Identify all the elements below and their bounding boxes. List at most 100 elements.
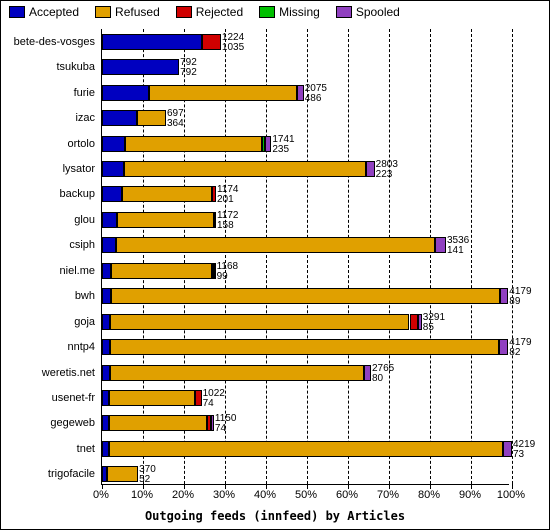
- legend-swatch: [9, 6, 25, 18]
- bar-segment-spooled: [418, 314, 422, 330]
- bar-segment-spooled: [364, 365, 371, 381]
- y-axis-label: tsukuba: [0, 61, 95, 73]
- bar-row: [102, 466, 509, 482]
- legend-item-accepted: Accepted: [9, 5, 79, 19]
- bar-segment-refused: [109, 390, 195, 406]
- x-tick-label: 50%: [295, 489, 317, 501]
- y-axis-label: csiph: [0, 239, 95, 251]
- x-tick-label: 100%: [497, 489, 525, 501]
- y-axis-label: lysator: [0, 163, 95, 175]
- bar-segment-spooled: [265, 136, 271, 152]
- value-label-top: 2765: [372, 364, 394, 374]
- x-tick-label: 30%: [213, 489, 235, 501]
- bar-segment-refused: [117, 212, 213, 228]
- y-axis-label: backup: [0, 188, 95, 200]
- legend-label: Refused: [115, 5, 160, 19]
- x-tick-label: 0%: [93, 489, 109, 501]
- value-label-bottom: 223: [376, 170, 393, 180]
- bar-segment-accepted: [102, 212, 117, 228]
- bar-row: [102, 415, 509, 431]
- x-tick-label: 60%: [336, 489, 358, 501]
- bar-segment-accepted: [102, 339, 110, 355]
- legend-item-rejected: Rejected: [176, 5, 243, 19]
- bar-segment-spooled: [366, 161, 375, 177]
- bar-segment-accepted: [102, 237, 116, 253]
- bar-segment-spooled: [214, 212, 216, 228]
- y-axis-label: trigofacile: [0, 468, 95, 480]
- legend-label: Accepted: [29, 5, 79, 19]
- x-tick-label: 80%: [418, 489, 440, 501]
- legend-swatch: [259, 6, 275, 18]
- bar-segment-refused: [116, 237, 436, 253]
- value-label-bottom: 89: [509, 297, 520, 307]
- y-axis-label: tnet: [0, 443, 95, 455]
- bar-segment-refused: [111, 263, 211, 279]
- bar-segment-accepted: [102, 34, 202, 50]
- y-axis-label: niel.me: [0, 265, 95, 277]
- value-label-bottom: 792: [180, 68, 197, 78]
- bar-segment-accepted: [102, 441, 109, 457]
- bar-segment-rejected: [410, 314, 418, 330]
- bar-segment-accepted: [102, 314, 110, 330]
- bar-segment-accepted: [102, 161, 124, 177]
- bar-segment-refused: [110, 365, 364, 381]
- legend: Accepted Refused Rejected Missing Spooled: [1, 1, 549, 23]
- bar-segment-refused: [124, 161, 366, 177]
- bar-segment-accepted: [102, 110, 137, 126]
- value-label-bottom: 486: [305, 94, 322, 104]
- bar-segment-accepted: [102, 365, 110, 381]
- value-label-top: 1741: [272, 135, 294, 145]
- y-axis-label: furie: [0, 87, 95, 99]
- legend-swatch: [176, 6, 192, 18]
- bar-segment-accepted: [102, 85, 149, 101]
- legend-label: Missing: [279, 5, 320, 19]
- y-axis-label: goja: [0, 316, 95, 328]
- bar-segment-accepted: [102, 136, 125, 152]
- bar-segment-accepted: [102, 186, 122, 202]
- bar-row: [102, 59, 509, 75]
- bar-segment-spooled: [211, 415, 214, 431]
- y-axis-label: weretis.net: [0, 367, 95, 379]
- value-label-bottom: 85: [423, 323, 434, 333]
- bar-segment-spooled: [435, 237, 446, 253]
- bar-segment-refused: [111, 288, 501, 304]
- bar-segment-refused: [149, 85, 297, 101]
- bar-row: [102, 263, 509, 279]
- x-tick-label: 90%: [459, 489, 481, 501]
- bar-segment-refused: [125, 136, 262, 152]
- bar-segment-rejected: [195, 390, 201, 406]
- bar-segment-accepted: [102, 415, 109, 431]
- bar-segment-refused: [110, 314, 409, 330]
- legend-item-missing: Missing: [259, 5, 320, 19]
- x-tick-label: 70%: [377, 489, 399, 501]
- value-label-bottom: 74: [215, 424, 226, 434]
- value-label-bottom: 1035: [222, 43, 244, 53]
- y-axis-label: ortolo: [0, 138, 95, 150]
- value-label-bottom: 52: [139, 475, 150, 485]
- bar-segment-refused: [137, 110, 166, 126]
- bar-row: [102, 339, 509, 355]
- bar-segment-spooled: [499, 339, 508, 355]
- value-label-bottom: 99: [217, 272, 228, 282]
- bar-segment-refused: [109, 441, 503, 457]
- bar-segment-accepted: [102, 59, 179, 75]
- value-label-bottom: 141: [447, 246, 464, 256]
- legend-item-spooled: Spooled: [336, 5, 400, 19]
- value-label-bottom: 82: [509, 348, 520, 358]
- bar-segment-rejected: [212, 186, 216, 202]
- bar-row: [102, 365, 509, 381]
- y-axis-label: bete-des-vosges: [0, 36, 95, 48]
- bar-segment-refused: [110, 339, 500, 355]
- x-axis-title: Outgoing feeds (innfeed) by Articles: [1, 509, 549, 523]
- bar-row: [102, 288, 509, 304]
- value-label-bottom: 80: [372, 374, 383, 384]
- legend-label: Rejected: [196, 5, 243, 19]
- y-axis-label: nntp4: [0, 341, 95, 353]
- bar-segment-accepted: [102, 288, 111, 304]
- bar-row: [102, 34, 509, 50]
- y-axis-label: izac: [0, 112, 95, 124]
- legend-swatch: [95, 6, 111, 18]
- bar-row: [102, 212, 509, 228]
- value-label-bottom: 364: [167, 119, 184, 129]
- bar-row: [102, 441, 509, 457]
